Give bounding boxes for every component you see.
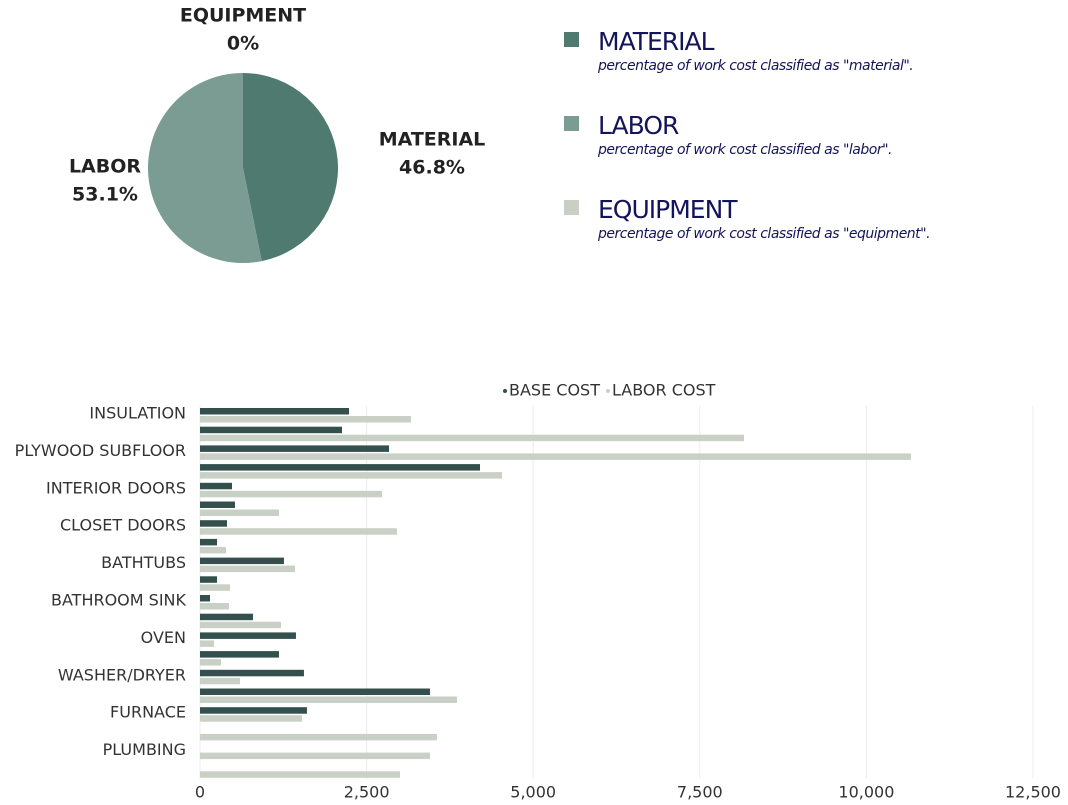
x-tick-label: 10,000 bbox=[838, 783, 894, 802]
bar bbox=[200, 482, 232, 490]
bar bbox=[200, 752, 430, 760]
bar bbox=[200, 557, 284, 565]
bar bbox=[200, 565, 295, 573]
bar bbox=[200, 472, 503, 479]
category-label: BATHTUBS bbox=[101, 553, 186, 572]
legend-swatch bbox=[564, 116, 579, 131]
pie-slice bbox=[243, 73, 338, 262]
x-tick-label: 12,500 bbox=[1005, 783, 1061, 802]
bar bbox=[200, 538, 217, 546]
bar bbox=[200, 707, 307, 714]
bar bbox=[200, 584, 230, 591]
bar bbox=[200, 715, 302, 722]
legend-label: LABOR COST bbox=[612, 381, 716, 400]
x-tick-label: 5,000 bbox=[510, 783, 556, 802]
bar bbox=[200, 434, 744, 442]
legend-description: percentage of work cost classified as "e… bbox=[597, 226, 930, 242]
bar bbox=[200, 464, 481, 471]
legend-description: percentage of work cost classified as "l… bbox=[597, 142, 892, 158]
slice-value: 0% bbox=[227, 33, 259, 55]
legend-marker bbox=[503, 389, 507, 393]
category-label: OVEN bbox=[141, 628, 186, 647]
legend-label: BASE COST bbox=[509, 381, 600, 400]
bar bbox=[200, 501, 235, 508]
bar bbox=[200, 576, 217, 583]
bar bbox=[200, 677, 240, 685]
bar bbox=[200, 520, 227, 527]
category-label: INSULATION bbox=[89, 404, 186, 423]
slice-value: 53.1% bbox=[72, 184, 138, 206]
bar bbox=[200, 613, 253, 621]
bar bbox=[200, 632, 296, 639]
slice-name: LABOR bbox=[69, 156, 141, 178]
legend-title: EQUIPMENT bbox=[598, 195, 738, 224]
category-label: WASHER/DRYER bbox=[58, 665, 186, 684]
category-label: PLYWOOD SUBFLOOR bbox=[15, 441, 186, 460]
slice-name: EQUIPMENT bbox=[180, 5, 306, 27]
legend-swatch bbox=[564, 200, 579, 215]
slice-value: 46.8% bbox=[399, 157, 465, 179]
legend-swatch bbox=[564, 32, 579, 47]
pie-slice bbox=[147, 73, 262, 264]
slice-name: MATERIAL bbox=[379, 129, 486, 151]
bar bbox=[200, 651, 279, 658]
legend-description: percentage of work cost classified as "m… bbox=[597, 58, 913, 74]
bar bbox=[200, 509, 279, 516]
x-tick-label: 0 bbox=[195, 783, 205, 802]
bar bbox=[200, 603, 229, 610]
bar bbox=[200, 640, 214, 647]
x-tick-label: 7,500 bbox=[677, 783, 723, 802]
bar bbox=[200, 595, 210, 602]
category-label: CLOSET DOORS bbox=[60, 516, 186, 535]
category-label: BATHROOM SINK bbox=[51, 591, 187, 610]
category-label: PLUMBING bbox=[103, 740, 186, 759]
legend-marker bbox=[605, 389, 610, 393]
bar bbox=[200, 426, 343, 434]
bar bbox=[200, 416, 411, 423]
bar bbox=[200, 546, 226, 554]
bar bbox=[200, 659, 221, 666]
bar bbox=[200, 528, 397, 535]
bar bbox=[200, 733, 437, 741]
bar bbox=[200, 696, 457, 703]
bar bbox=[200, 445, 389, 452]
bar bbox=[200, 453, 911, 460]
bar bbox=[200, 621, 281, 629]
bar bbox=[200, 771, 400, 778]
bar bbox=[200, 688, 430, 695]
bar bbox=[200, 490, 382, 498]
legend-title: MATERIAL bbox=[598, 27, 715, 56]
bar bbox=[200, 669, 304, 677]
bar bbox=[200, 408, 350, 415]
x-tick-label: 2,500 bbox=[344, 783, 390, 802]
legend-title: LABOR bbox=[598, 111, 679, 140]
category-label: INTERIOR DOORS bbox=[46, 478, 186, 497]
category-label: FURNACE bbox=[110, 703, 186, 722]
